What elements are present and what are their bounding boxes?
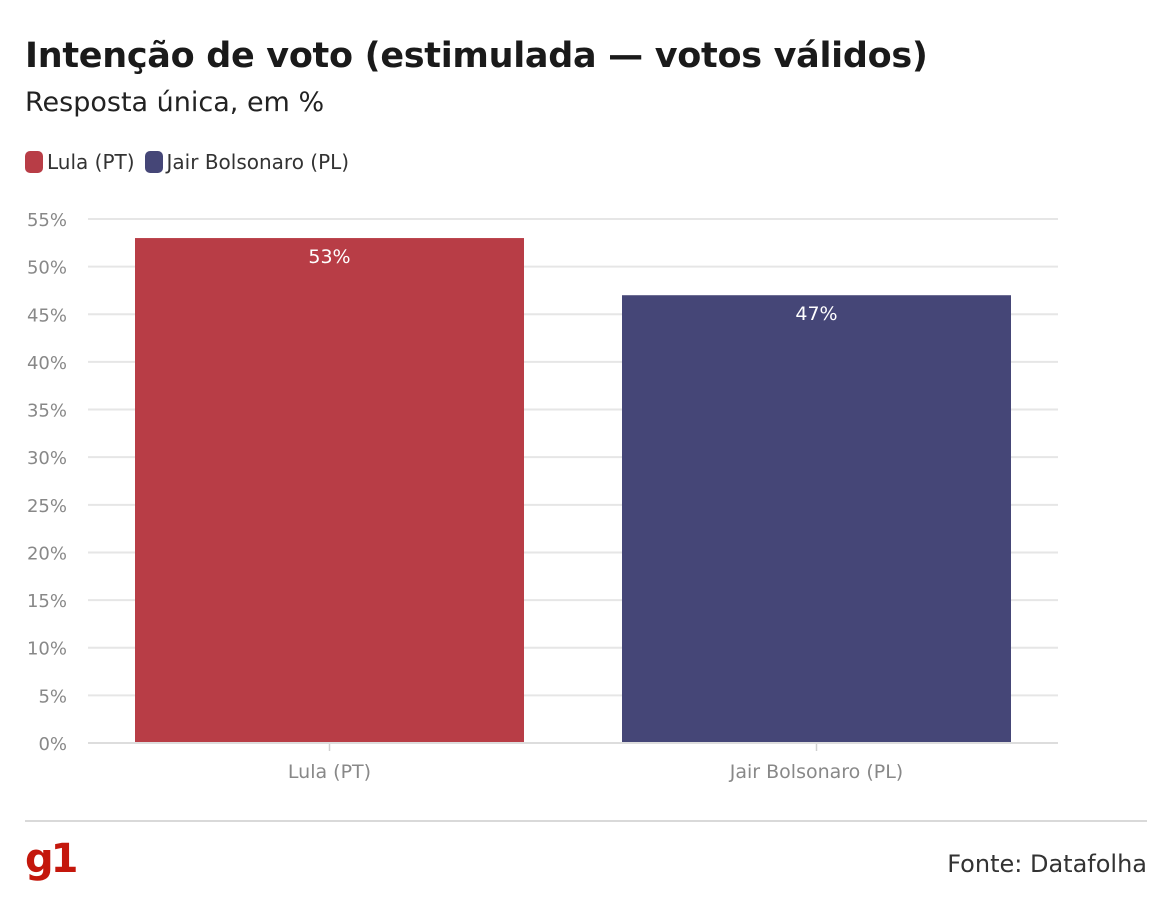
chart-title: Intenção de voto (estimulada — votos vál… (25, 36, 928, 76)
y-tick-label: 25% (27, 496, 67, 517)
legend-swatch-bolsonaro (144, 151, 163, 173)
y-tick-label: 10% (27, 639, 67, 660)
g1-logo[interactable]: g1 (25, 836, 78, 882)
chart-subtitle: Resposta única, em % (25, 87, 325, 118)
y-tick-label: 20% (27, 543, 67, 564)
legend-item-bolsonaro[interactable]: Jair Bolsonaro (PL) (144, 150, 350, 174)
y-tick-label: 30% (27, 448, 67, 469)
legend-swatch-lula (25, 151, 43, 173)
data-label: 47% (795, 303, 837, 325)
legend-label-lula: Lula (PT) (47, 150, 135, 174)
y-tick-label: 15% (27, 591, 67, 612)
data-label: 53% (308, 246, 350, 268)
bar-lula[interactable] (135, 238, 524, 743)
footer-divider (25, 820, 1147, 822)
legend-item-lula[interactable]: Lula (PT) (25, 150, 135, 174)
x-tick-label: Jair Bolsonaro (PL) (729, 761, 903, 783)
y-tick-label: 45% (27, 305, 67, 326)
y-tick-label: 40% (27, 353, 67, 374)
legend: Lula (PT) Jair Bolsonaro (PL) (25, 150, 359, 174)
x-tick-label: Lula (PT) (288, 761, 371, 783)
y-tick-label: 5% (38, 686, 67, 707)
y-tick-label: 50% (27, 258, 67, 279)
bar-chart: 0% 5% 10% 15% 20% 25% 30% 35% 40% 45% 50% 55% 53% Lul… (27, 210, 1058, 783)
y-tick-label: 0% (38, 734, 67, 755)
y-tick-label: 35% (27, 401, 67, 422)
legend-label-bolsonaro: Jair Bolsonaro (PL) (166, 150, 350, 174)
source-note: Fonte: Datafolha (947, 850, 1147, 878)
bar-bolsonaro[interactable] (622, 295, 1011, 743)
y-tick-label: 55% (27, 210, 67, 231)
